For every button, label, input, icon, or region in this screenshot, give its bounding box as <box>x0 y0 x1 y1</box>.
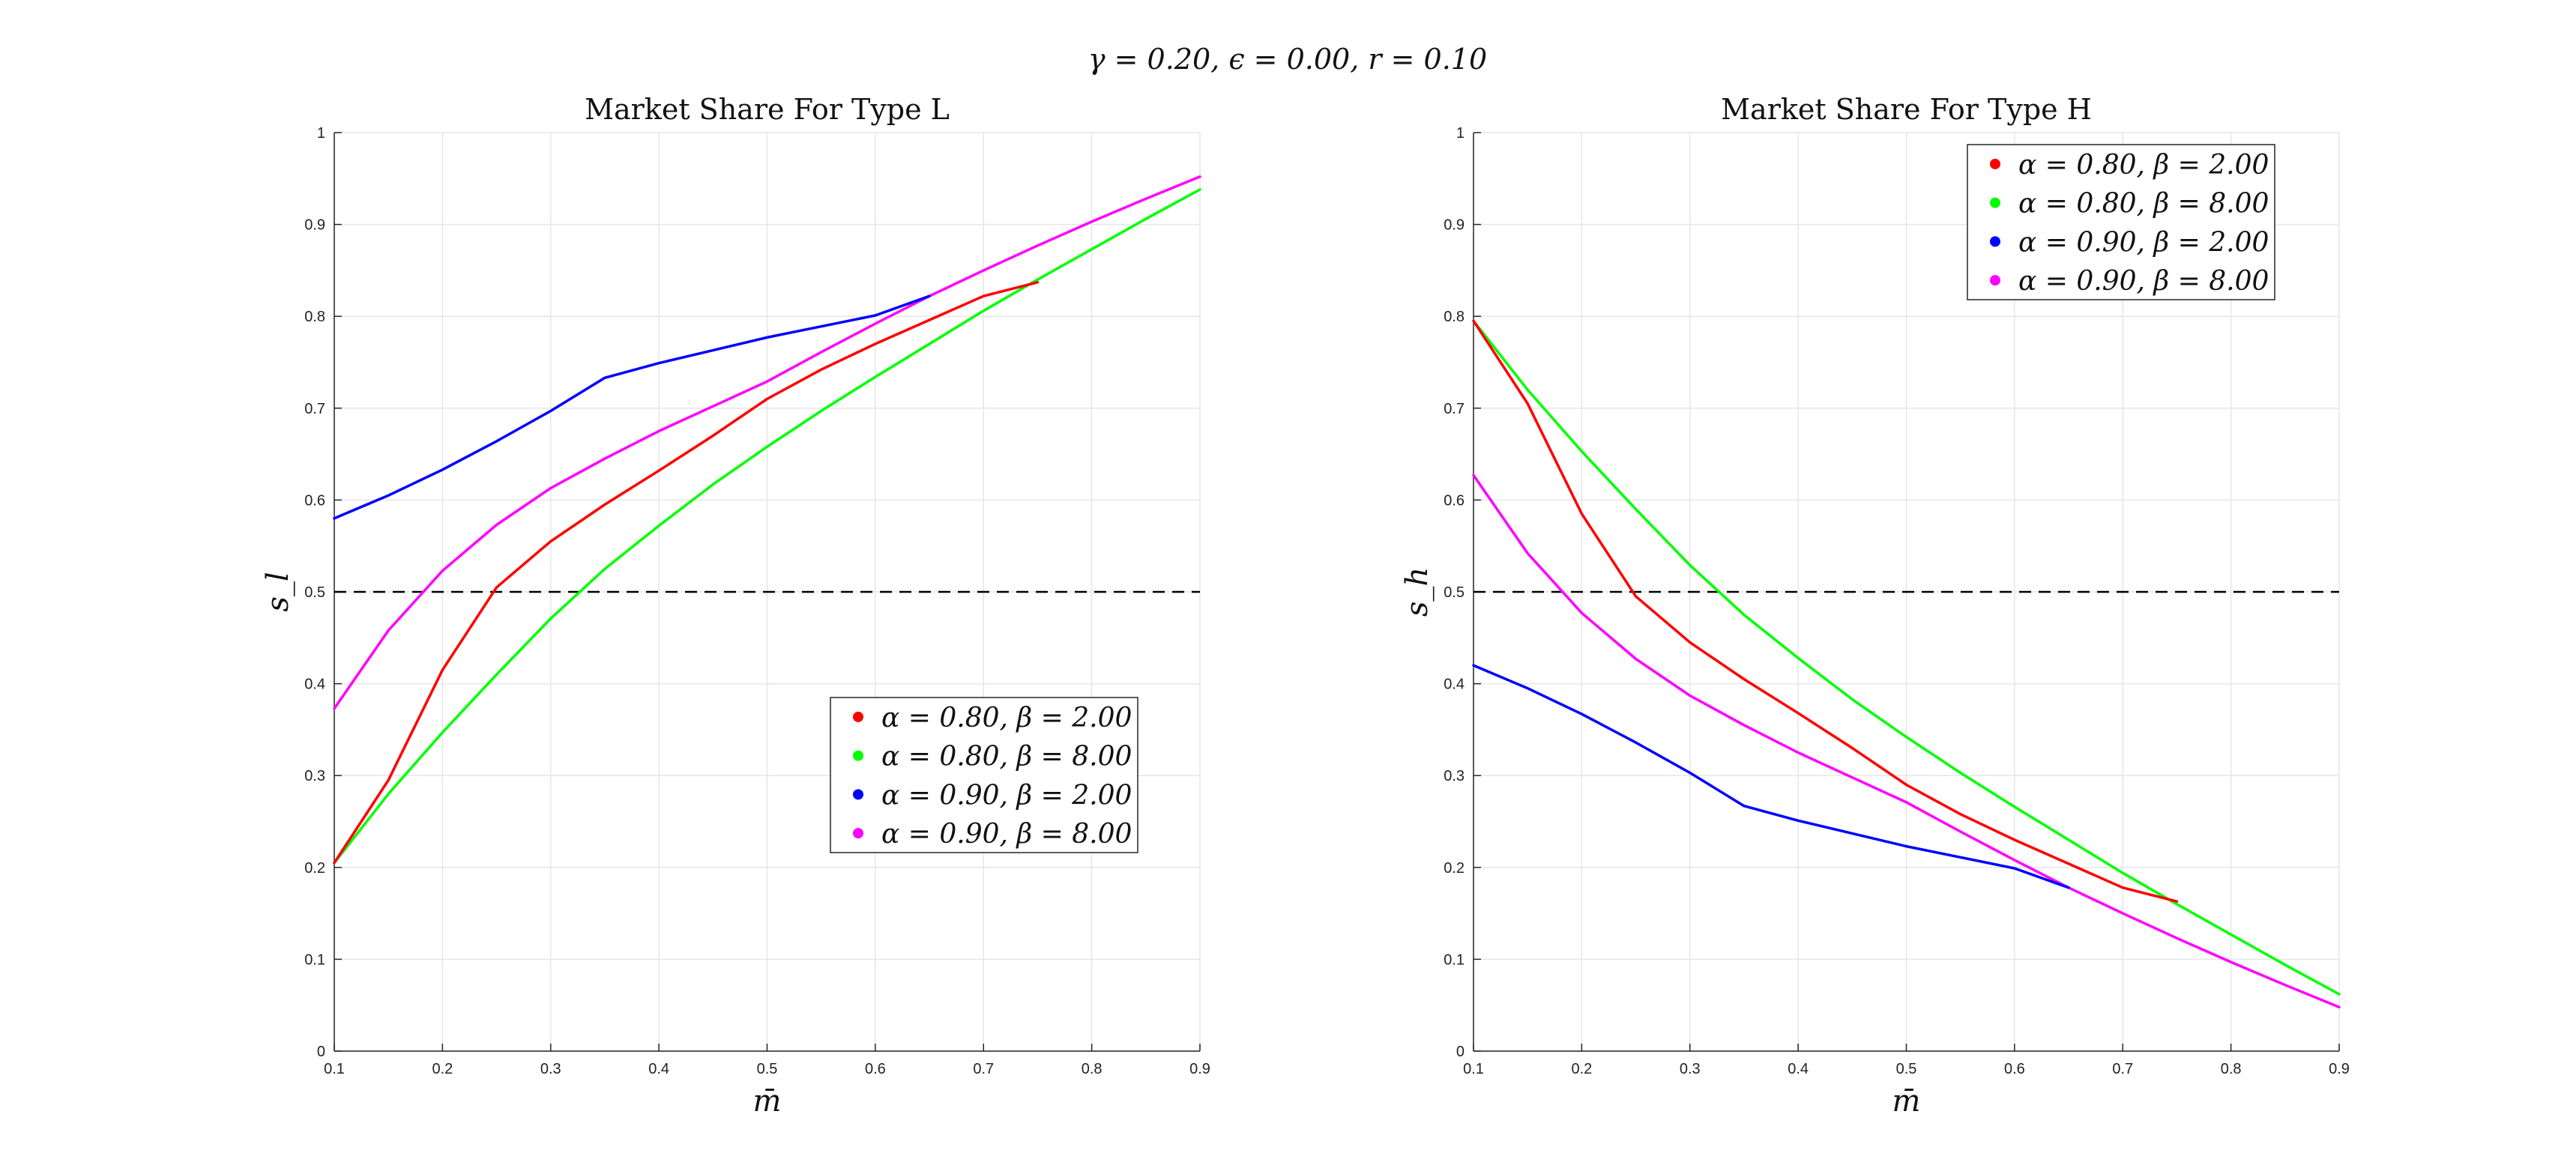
legend: α = 0.80, β = 2.00 α = 0.80, β = 8.00 α = … <box>1967 144 2275 300</box>
x-tick-label: 0.4 <box>1788 1061 1809 1077</box>
legend-label: α = 0.80, β = 8.00 <box>881 742 1132 772</box>
legend-box <box>830 697 1138 853</box>
series-line-0 <box>333 281 1040 865</box>
series-line-1 <box>1472 319 2341 996</box>
legend-marker <box>1990 236 2000 247</box>
series-line-2 <box>333 294 931 520</box>
series-line-3 <box>1472 473 2341 1008</box>
figure-suptitle: γ = 0.20, ϵ = 0.00, r = 0.10 <box>1088 43 1487 76</box>
y-tick-label: 0.2 <box>1444 860 1465 877</box>
chart-market-share-type-h: 0.1 0.2 0.3 0.4 0.5 0.6 0.7 0.8 0.900.10.20.30.4… <box>1400 93 2350 1119</box>
legend-label: α = 0.90, β = 8.00 <box>2018 266 2269 297</box>
x-tick-label: 0.1 <box>324 1061 345 1077</box>
x-tick-label: 0.7 <box>973 1061 994 1077</box>
x-tick-label: 0.8 <box>2221 1061 2242 1077</box>
x-tick-label: 0.8 <box>1082 1061 1103 1077</box>
x-tick-label: 0.3 <box>1680 1061 1701 1077</box>
legend-label: α = 0.80, β = 2.00 <box>881 703 1132 733</box>
series-line-1 <box>333 188 1201 865</box>
y-tick-label: 0.8 <box>1444 309 1465 325</box>
legend-marker <box>1990 275 2000 286</box>
y-tick-label: 0.6 <box>1444 492 1465 509</box>
y-tick-label: 0.4 <box>304 677 325 693</box>
y-tick-label: 0.3 <box>304 768 325 784</box>
y-tick-label: 0.9 <box>1444 217 1465 234</box>
y-tick-label: 0.1 <box>304 951 325 968</box>
x-axis-label: m̄ <box>753 1084 782 1119</box>
y-tick-label: 0.1 <box>1444 951 1465 968</box>
legend-label: α = 0.90, β = 2.00 <box>881 780 1132 811</box>
legend-marker <box>853 750 863 761</box>
chart-title: Market Share For Type H <box>1721 93 2092 126</box>
y-tick-label: 1 <box>317 125 325 142</box>
legend-marker <box>1990 158 2000 169</box>
x-tick-label: 0.5 <box>1896 1061 1917 1077</box>
y-tick-label: 0 <box>1456 1044 1465 1060</box>
x-tick-label: 0.5 <box>757 1061 778 1077</box>
x-tick-label: 0.3 <box>540 1061 561 1077</box>
legend-marker <box>853 789 863 800</box>
y-tick-label: 0.5 <box>304 584 325 601</box>
x-tick-label: 0.9 <box>2329 1061 2350 1077</box>
legend-marker <box>853 828 863 839</box>
y-axis-label: s_h <box>1400 567 1435 617</box>
series-line-2 <box>1472 664 2070 889</box>
y-tick-label: 0.8 <box>304 309 325 325</box>
x-tick-label: 0.4 <box>648 1061 669 1077</box>
y-tick-label: 0 <box>317 1044 325 1060</box>
x-axis-label: m̄ <box>1892 1084 1921 1119</box>
y-tick-label: 0.4 <box>1444 677 1465 693</box>
legend-label: α = 0.80, β = 2.00 <box>2018 150 2269 181</box>
y-tick-label: 1 <box>1456 125 1465 142</box>
series-line-0 <box>1472 319 2179 903</box>
grid <box>1473 132 2340 1052</box>
series-line-3 <box>333 175 1201 710</box>
x-tick-label: 0.7 <box>2112 1061 2133 1077</box>
x-tick-label: 0.2 <box>1571 1061 1592 1077</box>
legend-label: α = 0.90, β = 2.00 <box>2018 227 2269 258</box>
y-tick-label: 0.9 <box>304 217 325 234</box>
legend-label: α = 0.80, β = 8.00 <box>2018 189 2269 220</box>
x-tick-label: 0.1 <box>1463 1061 1484 1077</box>
legend-marker <box>1990 197 2000 208</box>
x-tick-label: 0.6 <box>865 1061 886 1077</box>
legend-marker <box>853 711 863 722</box>
legend-label: α = 0.90, β = 8.00 <box>881 819 1132 850</box>
y-tick-label: 0.7 <box>1444 401 1465 417</box>
y-axis-label: s_l <box>261 572 295 611</box>
y-tick-label: 0.2 <box>304 860 325 877</box>
x-tick-label: 0.6 <box>2004 1061 2025 1077</box>
chart-market-share-type-l: 0.1 0.2 0.3 0.4 0.5 0.6 0.7 0.8 0.900.10.20.30.4… <box>261 93 1210 1119</box>
y-tick-label: 0.5 <box>1444 584 1465 601</box>
y-tick-label: 0.6 <box>304 492 325 509</box>
chart-title: Market Share For Type L <box>585 93 950 126</box>
x-tick-label: 0.2 <box>432 1061 453 1077</box>
y-tick-label: 0.3 <box>1444 768 1465 784</box>
x-tick-label: 0.9 <box>1189 1061 1210 1077</box>
legend-box <box>1967 144 2275 300</box>
legend: α = 0.80, β = 2.00 α = 0.80, β = 8.00 α = … <box>830 697 1138 853</box>
y-tick-label: 0.7 <box>304 401 325 417</box>
